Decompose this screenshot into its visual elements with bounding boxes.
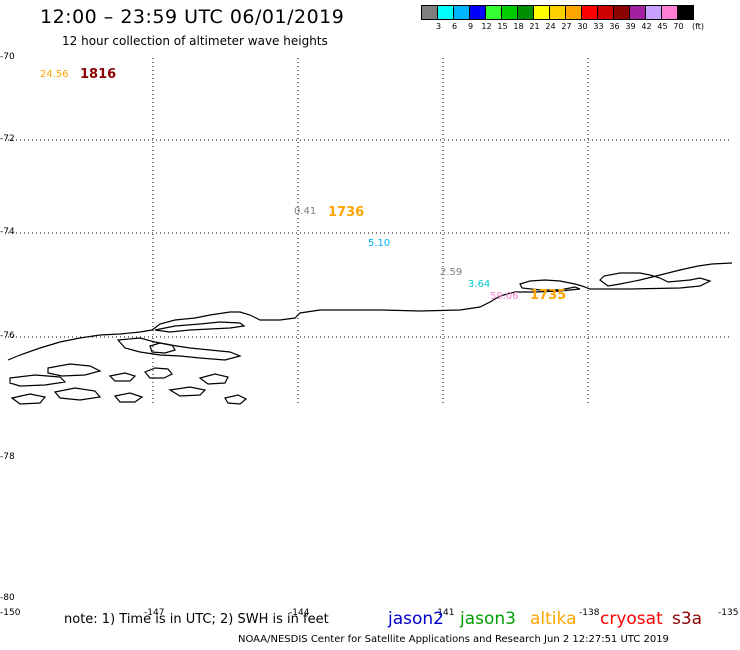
- island-i: [10, 393, 47, 405]
- island-k: [224, 394, 248, 405]
- lat-label: -74: [0, 227, 15, 237]
- wave-height-value: 5.10: [368, 238, 391, 249]
- island-b: [144, 367, 173, 379]
- color-legend: 3 6 9 12 15 18 21 24 27 30 33 36 39 42 45 70 (ft): [421, 5, 704, 34]
- lat-label: -70: [0, 52, 15, 62]
- legend-tick-label: 21: [529, 22, 540, 31]
- map-title: 12:00 – 23:59 UTC 06/01/2019: [40, 6, 345, 28]
- satellite-jason3-label: jason3: [460, 609, 516, 629]
- footer-credit: NOAA/NESDIS Center for Satellite Applica…: [238, 634, 669, 645]
- wave-height-value: 59.06: [490, 291, 519, 302]
- wave-height-value: 2.59: [440, 267, 463, 278]
- coast-peninsula: [116, 337, 242, 361]
- satellite-s3a-label: s3a: [672, 609, 703, 629]
- lon-label: -135: [718, 608, 739, 618]
- coastline: [7, 262, 733, 405]
- legend-tick-label: 24: [545, 22, 556, 31]
- ice-shelf-coast: [7, 262, 733, 361]
- island-f: [198, 373, 229, 385]
- lon-label: -144: [289, 608, 310, 618]
- legend-tick-label: 3: [435, 22, 442, 31]
- lat-label: -80: [0, 593, 15, 603]
- wave-height-value: 24.56: [40, 69, 69, 80]
- satellite-altika-label: altika: [530, 609, 577, 629]
- legend-swatches: [421, 5, 694, 20]
- coast-inlet: [154, 321, 246, 333]
- legend-tick-label: 9: [467, 22, 474, 31]
- units-note: note: 1) Time is in UTC; 2) SWH is in fe…: [64, 612, 329, 627]
- lon-label: -147: [144, 608, 165, 618]
- legend-tick-label: 33: [593, 22, 604, 31]
- legend-swatch: [677, 5, 694, 20]
- wave-height-value: 3.64: [468, 279, 491, 290]
- pass-time-label: 1816: [80, 67, 117, 82]
- legend-tick-label: 36: [609, 22, 620, 31]
- wave-height-value: 0.41: [294, 206, 317, 217]
- pass-time-label: 1736: [328, 205, 365, 220]
- satellite-cryosat-label: cryosat: [600, 609, 663, 629]
- satellite-jason2-label: jason2: [388, 609, 444, 629]
- lat-label: -78: [0, 452, 15, 462]
- legend-tick-label: 42: [641, 22, 652, 31]
- legend-tick-label: 70: [673, 22, 684, 31]
- lat-label: -72: [0, 134, 15, 144]
- lon-label: -138: [579, 608, 600, 618]
- legend-tick-label: 18: [513, 22, 524, 31]
- legend-tick-label: 39: [625, 22, 636, 31]
- lat-label: -76: [0, 331, 15, 341]
- pass-time-label: 1735: [530, 288, 567, 303]
- lon-label: -150: [0, 608, 21, 618]
- legend-unit: (ft): [691, 22, 705, 31]
- legend-tick-label: 15: [497, 22, 508, 31]
- lon-label: -141: [434, 608, 455, 618]
- legend-tick-labels: 3 6 9 12 15 18 21 24 27 30 33 36 39 42 45 70 (ft): [422, 20, 704, 34]
- legend-tick-label: 45: [657, 22, 668, 31]
- island-g: [53, 387, 102, 401]
- island-d: [9, 374, 67, 387]
- legend-tick-label: 12: [481, 22, 492, 31]
- island-a: [149, 342, 176, 354]
- island-c: [47, 363, 102, 377]
- island-e: [108, 372, 137, 382]
- grid-lines: [8, 58, 732, 405]
- legend-tick-label: 6: [451, 22, 458, 31]
- island-j: [113, 392, 144, 403]
- map-subtitle: 12 hour collection of altimeter wave hei…: [62, 34, 328, 48]
- legend-tick-label: 30: [577, 22, 588, 31]
- island-h: [168, 386, 207, 397]
- legend-tick-label: 27: [561, 22, 572, 31]
